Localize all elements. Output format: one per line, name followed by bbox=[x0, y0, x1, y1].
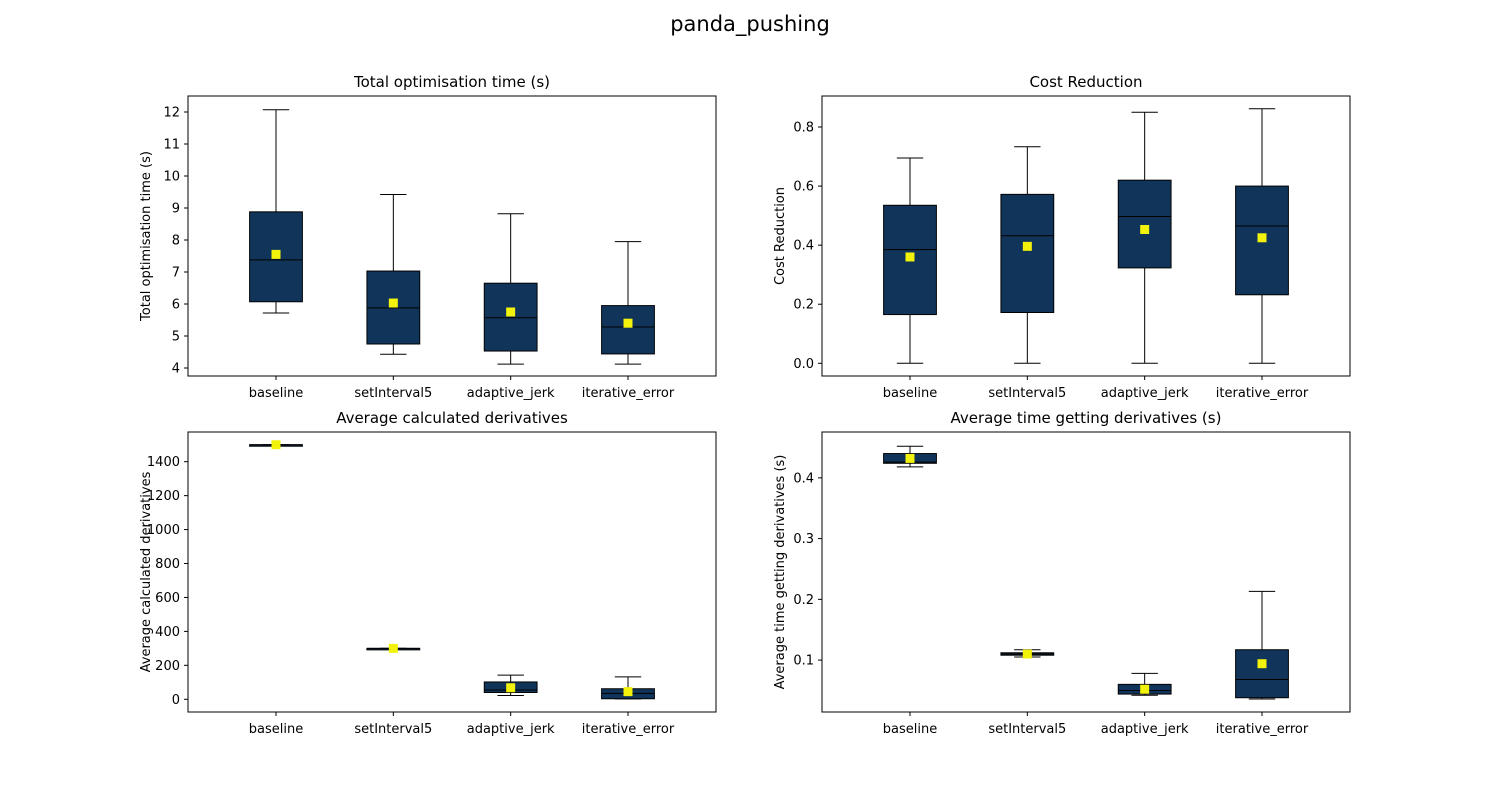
box-setInterval5 bbox=[366, 643, 421, 653]
y-axis-label: Cost Reduction bbox=[773, 187, 788, 285]
x-tick-label: setInterval5 bbox=[988, 722, 1066, 737]
box-iqr bbox=[601, 305, 655, 355]
chart-title: Total optimisation time (s) bbox=[353, 73, 550, 91]
mean-marker bbox=[1022, 241, 1032, 251]
box-baseline bbox=[883, 157, 937, 364]
x-tick-label: adaptive_jerk bbox=[1101, 386, 1189, 401]
chart-panel-2: Cost Reduction Cost Reduction 0.0 0.2 0.4 0.6… bbox=[773, 73, 1351, 401]
y-tick-label: 0.2 bbox=[793, 298, 814, 313]
y-axis-label: Average calculated derivatives bbox=[139, 471, 154, 672]
y-tick-label: 0.3 bbox=[793, 532, 814, 547]
x-tick-label: adaptive_jerk bbox=[1101, 722, 1189, 737]
box-iqr bbox=[1235, 649, 1289, 699]
y-tick-label: 7 bbox=[172, 266, 180, 281]
y-tick-label: 9 bbox=[172, 202, 180, 217]
y-tick-label: 600 bbox=[155, 591, 180, 606]
mean-marker bbox=[506, 307, 516, 317]
y-tick-label: 200 bbox=[155, 659, 180, 674]
mean-marker bbox=[1140, 684, 1150, 694]
x-tick-label: adaptive_jerk bbox=[467, 386, 555, 401]
box-iterative_error bbox=[601, 241, 655, 365]
x-tick-label: adaptive_jerk bbox=[467, 722, 555, 737]
x-tick-label: iterative_error bbox=[582, 386, 675, 401]
y-tick-label: 1200 bbox=[147, 489, 180, 504]
y-tick-label: 0.0 bbox=[793, 357, 814, 372]
mean-marker bbox=[1140, 225, 1150, 235]
y-tick-label: 4 bbox=[172, 362, 180, 377]
chart-panel-3: Average calculated derivatives Average ca… bbox=[139, 409, 717, 737]
y-tick-label: 6 bbox=[172, 298, 180, 313]
chart-title: Cost Reduction bbox=[1029, 73, 1142, 91]
plot-frame bbox=[821, 431, 1351, 713]
y-tick-label: 5 bbox=[172, 330, 180, 345]
y-tick-label: 0.1 bbox=[793, 654, 814, 669]
y-axis-label: Average time getting derivatives (s) bbox=[773, 455, 788, 690]
plot-frame bbox=[187, 431, 717, 713]
x-tick-label: baseline bbox=[249, 722, 303, 737]
chart-title: Average calculated derivatives bbox=[336, 409, 568, 427]
chart-panel-4: Average time getting derivatives (s) Aver… bbox=[773, 409, 1351, 737]
box-iterative_error bbox=[601, 676, 655, 700]
x-tick-label: baseline bbox=[883, 722, 937, 737]
mean-marker bbox=[388, 298, 398, 308]
mean-marker bbox=[1257, 233, 1267, 243]
y-tick-label: 400 bbox=[155, 625, 180, 640]
box-setInterval5 bbox=[366, 194, 421, 355]
x-tick-label: iterative_error bbox=[1216, 722, 1309, 737]
y-tick-label: 0.6 bbox=[793, 180, 814, 195]
y-tick-label: 0.8 bbox=[793, 121, 814, 136]
y-tick-label: 12 bbox=[163, 106, 180, 121]
mean-marker bbox=[271, 440, 281, 450]
box-baseline bbox=[249, 440, 303, 450]
mean-marker bbox=[623, 318, 633, 328]
mean-marker bbox=[506, 683, 516, 693]
mean-marker bbox=[623, 687, 633, 697]
box-baseline bbox=[883, 445, 937, 468]
plot-frame bbox=[821, 95, 1351, 377]
box-setInterval5 bbox=[1000, 649, 1055, 659]
chart-panel-1: Total optimisation time (s) Total optimis… bbox=[139, 73, 717, 401]
x-tick-label: setInterval5 bbox=[988, 386, 1066, 401]
box-iqr bbox=[483, 282, 538, 352]
y-tick-label: 0.4 bbox=[793, 239, 814, 254]
mean-marker bbox=[905, 453, 915, 463]
mean-marker bbox=[1022, 649, 1032, 659]
x-tick-label: iterative_error bbox=[1216, 386, 1309, 401]
mean-marker bbox=[388, 643, 398, 653]
mean-marker bbox=[905, 252, 915, 262]
y-tick-label: 10 bbox=[163, 170, 180, 185]
box-iqr bbox=[1117, 179, 1172, 269]
box-baseline bbox=[249, 109, 303, 314]
mean-marker bbox=[1257, 659, 1267, 669]
x-tick-label: setInterval5 bbox=[354, 386, 432, 401]
y-tick-label: 800 bbox=[155, 557, 180, 572]
box-adaptive_jerk bbox=[483, 674, 538, 697]
box-iqr bbox=[1000, 193, 1055, 313]
y-tick-label: 0.4 bbox=[793, 471, 814, 486]
plot-frame bbox=[187, 95, 717, 377]
y-tick-label: 1400 bbox=[147, 455, 180, 470]
x-tick-label: iterative_error bbox=[582, 722, 675, 737]
y-tick-label: 11 bbox=[163, 138, 180, 153]
box-iterative_error bbox=[1235, 590, 1289, 700]
x-tick-label: baseline bbox=[883, 386, 937, 401]
box-adaptive_jerk bbox=[1117, 111, 1172, 364]
y-tick-label: 8 bbox=[172, 234, 180, 249]
mean-marker bbox=[271, 249, 281, 259]
y-tick-label: 0 bbox=[172, 693, 180, 708]
figure-title: panda_pushing bbox=[670, 12, 830, 36]
y-tick-label: 0.2 bbox=[793, 593, 814, 608]
y-tick-label: 1000 bbox=[147, 523, 180, 538]
box-iterative_error bbox=[1235, 108, 1289, 364]
x-tick-label: baseline bbox=[249, 386, 303, 401]
box-setInterval5 bbox=[1000, 146, 1055, 364]
y-axis-label: Total optimisation time (s) bbox=[139, 151, 154, 322]
box-adaptive_jerk bbox=[1117, 672, 1172, 696]
box-adaptive_jerk bbox=[483, 213, 538, 365]
x-tick-label: setInterval5 bbox=[354, 722, 432, 737]
chart-title: Average time getting derivatives (s) bbox=[951, 409, 1222, 427]
